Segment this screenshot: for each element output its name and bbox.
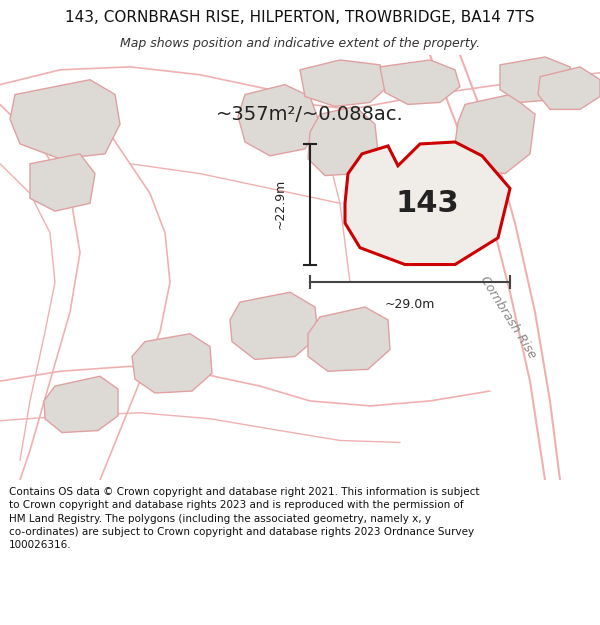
Polygon shape (380, 60, 460, 104)
Polygon shape (238, 84, 320, 156)
Polygon shape (308, 106, 378, 176)
Text: ~29.0m: ~29.0m (385, 298, 435, 311)
Polygon shape (132, 334, 212, 393)
Text: 143: 143 (395, 189, 459, 218)
Polygon shape (538, 67, 600, 109)
Polygon shape (308, 307, 390, 371)
Polygon shape (44, 376, 118, 432)
Polygon shape (500, 57, 575, 102)
Text: Cornbrash Rise: Cornbrash Rise (478, 273, 539, 361)
Text: Contains OS data © Crown copyright and database right 2021. This information is : Contains OS data © Crown copyright and d… (9, 488, 479, 550)
Text: Map shows position and indicative extent of the property.: Map shows position and indicative extent… (120, 38, 480, 51)
Polygon shape (345, 142, 510, 264)
Text: ~357m²/~0.088ac.: ~357m²/~0.088ac. (216, 105, 404, 124)
Polygon shape (10, 80, 120, 159)
Polygon shape (230, 292, 318, 359)
Polygon shape (300, 60, 390, 106)
Text: ~22.9m: ~22.9m (274, 179, 287, 229)
Polygon shape (30, 154, 95, 211)
Text: 143, CORNBRASH RISE, HILPERTON, TROWBRIDGE, BA14 7TS: 143, CORNBRASH RISE, HILPERTON, TROWBRID… (65, 10, 535, 25)
Polygon shape (455, 94, 535, 174)
